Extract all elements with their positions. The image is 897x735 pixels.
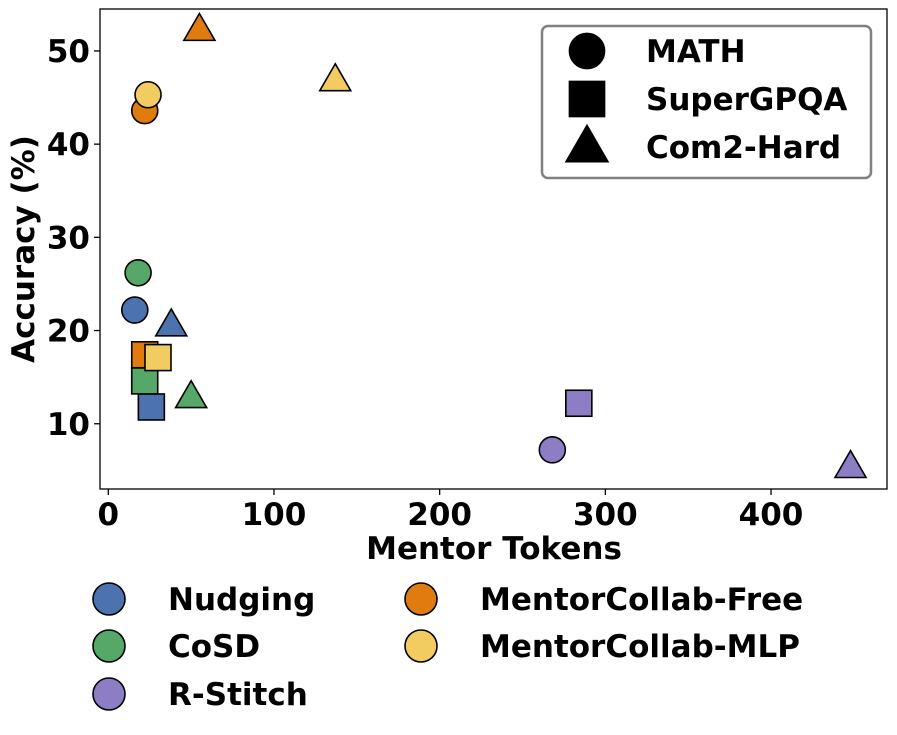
legend-nudging-marker xyxy=(92,582,126,616)
legend-mentorcollab-free-marker xyxy=(404,582,438,616)
legend-mentorcollab-free-label: MentorCollab-Free xyxy=(480,582,803,618)
point-cosd-com2-hard xyxy=(174,379,209,409)
marker-legend-frame xyxy=(540,24,873,180)
legend-supergpqa-marker xyxy=(568,80,606,118)
plot-marks xyxy=(120,11,868,479)
legend-com2-hard-label: Com2-Hard xyxy=(646,130,841,166)
point-nudging-com2-hard xyxy=(154,307,189,337)
x-axis-title: Mentor Tokens xyxy=(366,531,622,567)
x-tick-label: 200 xyxy=(407,497,472,533)
legend-math-marker xyxy=(568,32,606,70)
legend-cosd-marker xyxy=(92,629,126,663)
point-mentorcollab-free-com2-hard xyxy=(182,11,217,42)
x-tick-label: 300 xyxy=(573,497,638,533)
legend-mentorcollab-mlp-label: MentorCollab-MLP xyxy=(480,629,800,665)
x-tick-label: 400 xyxy=(739,497,804,533)
marker-legend: MATH SuperGPQA Com2-Hard xyxy=(540,24,873,180)
point-mentorcollab-mlp-supergpqa xyxy=(144,343,172,372)
y-tick-label: 40 xyxy=(47,127,90,163)
y-tick-label: 50 xyxy=(47,34,90,70)
legend-mentorcollab-mlp-marker xyxy=(404,629,438,663)
point-mentorcollab-mlp-com2-hard xyxy=(318,62,353,92)
legend-com2-hard-marker xyxy=(564,123,610,163)
y-tick-label: 10 xyxy=(47,407,90,443)
point-nudging-math xyxy=(120,296,149,324)
x-tick-label: 0 xyxy=(97,497,119,533)
method-legend: Nudging CoSD R-Stitch MentorCollab-Free Ment… xyxy=(92,582,803,713)
legend-r-stitch-label: R-Stitch xyxy=(168,677,308,713)
point-nudging-supergpqa xyxy=(137,393,166,421)
point-mentorcollab-mlp-math xyxy=(134,80,162,109)
axis-ticks: 0 100 200 300 400 10 20 30 40 50 xyxy=(47,34,804,533)
y-axis-title: Accuracy (%) xyxy=(6,135,42,363)
legend-math-label: MATH xyxy=(646,34,746,70)
legend-r-stitch-marker xyxy=(92,677,126,711)
point-cosd-supergpqa xyxy=(130,367,159,395)
plot-area-frame xyxy=(99,8,888,490)
legend-nudging-label: Nudging xyxy=(168,582,315,618)
legend-supergpqa-label: SuperGPQA xyxy=(646,82,847,118)
point-r-stitch-math xyxy=(538,436,567,464)
point-cosd-math xyxy=(124,258,152,287)
x-tick-label: 100 xyxy=(242,497,307,533)
point-r-stitch-com2-hard xyxy=(833,449,868,479)
y-tick-label: 20 xyxy=(47,314,90,350)
y-tick-label: 30 xyxy=(47,220,90,256)
legend-cosd-label: CoSD xyxy=(168,629,260,665)
point-r-stitch-supergpqa xyxy=(565,389,593,418)
